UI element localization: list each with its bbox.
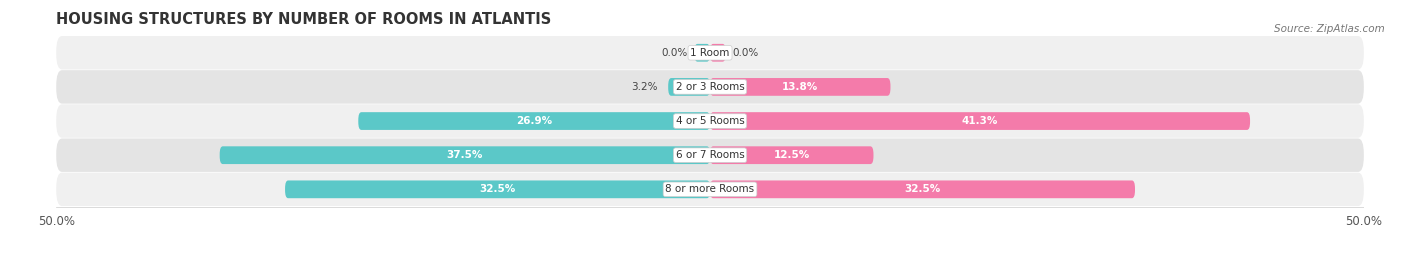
FancyBboxPatch shape	[710, 112, 1250, 130]
FancyBboxPatch shape	[219, 146, 710, 164]
FancyBboxPatch shape	[56, 139, 1364, 172]
FancyBboxPatch shape	[56, 104, 1364, 138]
Text: HOUSING STRUCTURES BY NUMBER OF ROOMS IN ATLANTIS: HOUSING STRUCTURES BY NUMBER OF ROOMS IN…	[56, 12, 551, 27]
FancyBboxPatch shape	[56, 173, 1364, 206]
FancyBboxPatch shape	[285, 180, 710, 198]
Text: 37.5%: 37.5%	[447, 150, 484, 160]
Text: 4 or 5 Rooms: 4 or 5 Rooms	[676, 116, 744, 126]
FancyBboxPatch shape	[668, 78, 710, 96]
Text: 2 or 3 Rooms: 2 or 3 Rooms	[676, 82, 744, 92]
Text: 12.5%: 12.5%	[773, 150, 810, 160]
Text: 6 or 7 Rooms: 6 or 7 Rooms	[676, 150, 744, 160]
Text: 32.5%: 32.5%	[479, 184, 516, 194]
Text: 32.5%: 32.5%	[904, 184, 941, 194]
FancyBboxPatch shape	[56, 36, 1364, 69]
Text: 1 Room: 1 Room	[690, 48, 730, 58]
Text: 13.8%: 13.8%	[782, 82, 818, 92]
Text: Source: ZipAtlas.com: Source: ZipAtlas.com	[1274, 24, 1385, 34]
FancyBboxPatch shape	[56, 70, 1364, 104]
FancyBboxPatch shape	[695, 44, 710, 62]
Text: 26.9%: 26.9%	[516, 116, 553, 126]
Text: 41.3%: 41.3%	[962, 116, 998, 126]
Text: 3.2%: 3.2%	[631, 82, 658, 92]
Text: 0.0%: 0.0%	[662, 48, 688, 58]
Text: 8 or more Rooms: 8 or more Rooms	[665, 184, 755, 194]
FancyBboxPatch shape	[710, 180, 1135, 198]
Text: 0.0%: 0.0%	[733, 48, 758, 58]
FancyBboxPatch shape	[710, 146, 873, 164]
FancyBboxPatch shape	[710, 44, 725, 62]
FancyBboxPatch shape	[710, 78, 890, 96]
FancyBboxPatch shape	[359, 112, 710, 130]
